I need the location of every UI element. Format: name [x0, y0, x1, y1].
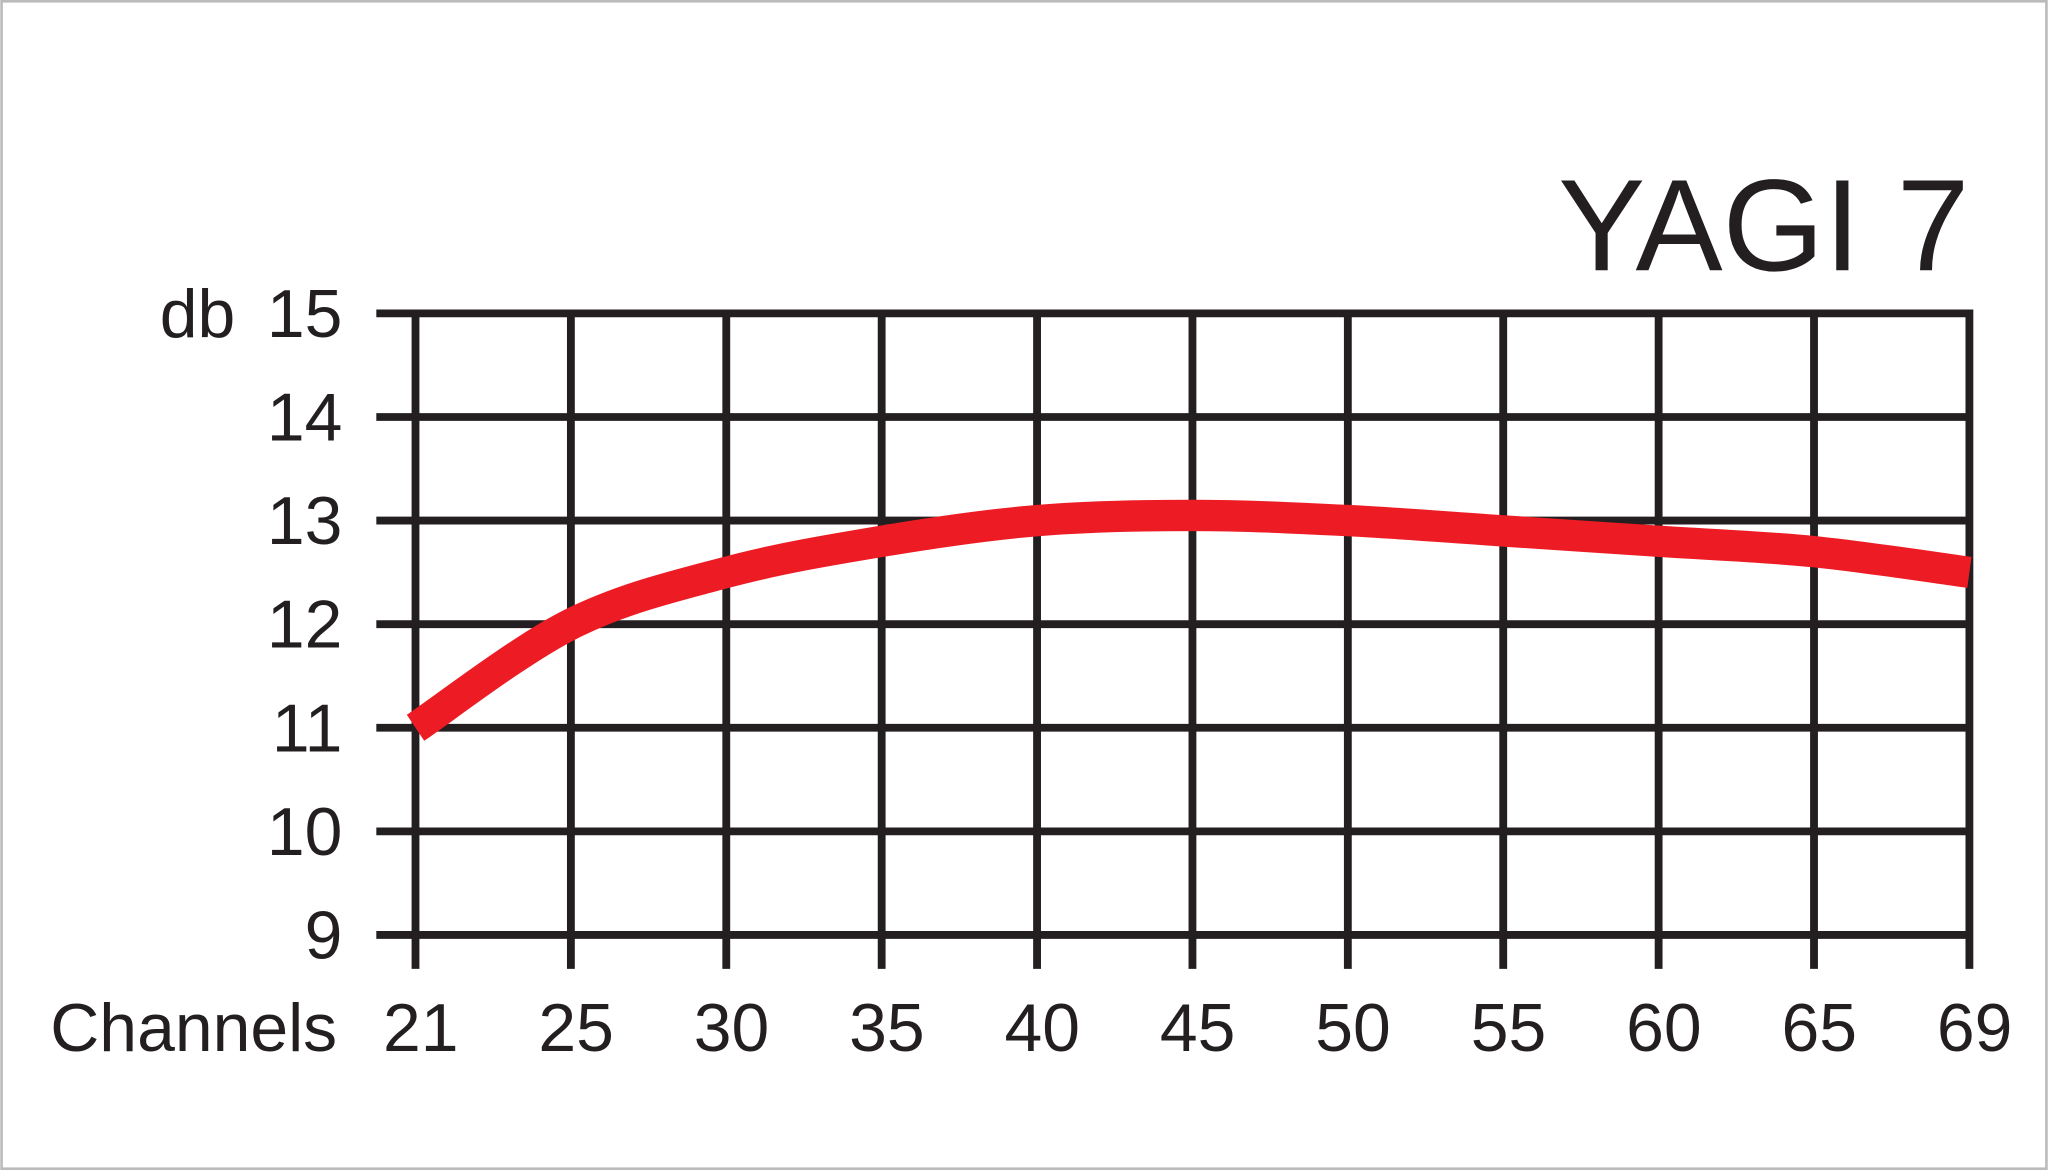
x-tick-label: 55 — [1471, 991, 1547, 1066]
y-tick-label: 12 — [267, 588, 343, 663]
y-tick-label: 15 — [267, 277, 343, 352]
y-tick-label: 14 — [267, 380, 343, 455]
x-axis-label: Channels — [50, 991, 337, 1066]
x-tick-label: 45 — [1160, 991, 1236, 1066]
x-tick-label: 69 — [1937, 991, 2013, 1066]
x-tick-label: 50 — [1315, 991, 1391, 1066]
x-tick-label: 60 — [1626, 991, 1702, 1066]
line — [406, 499, 1972, 741]
x-tick-label: 35 — [849, 991, 925, 1066]
x-tick-label: 40 — [1005, 991, 1081, 1066]
x-tick-label: 30 — [694, 991, 770, 1066]
chart-title: YAGI 7 — [1558, 152, 1969, 298]
y-tick-label: 13 — [267, 484, 343, 559]
y-tick-label: 11 — [272, 691, 342, 766]
y-tick-label: 10 — [267, 795, 343, 870]
x-tick-label: 21 — [383, 991, 459, 1066]
y-tick-label: 9 — [305, 898, 343, 973]
x-tick-label: 65 — [1781, 991, 1857, 1066]
y-axis-label: db — [160, 277, 236, 352]
x-tick-label: 25 — [538, 991, 614, 1066]
